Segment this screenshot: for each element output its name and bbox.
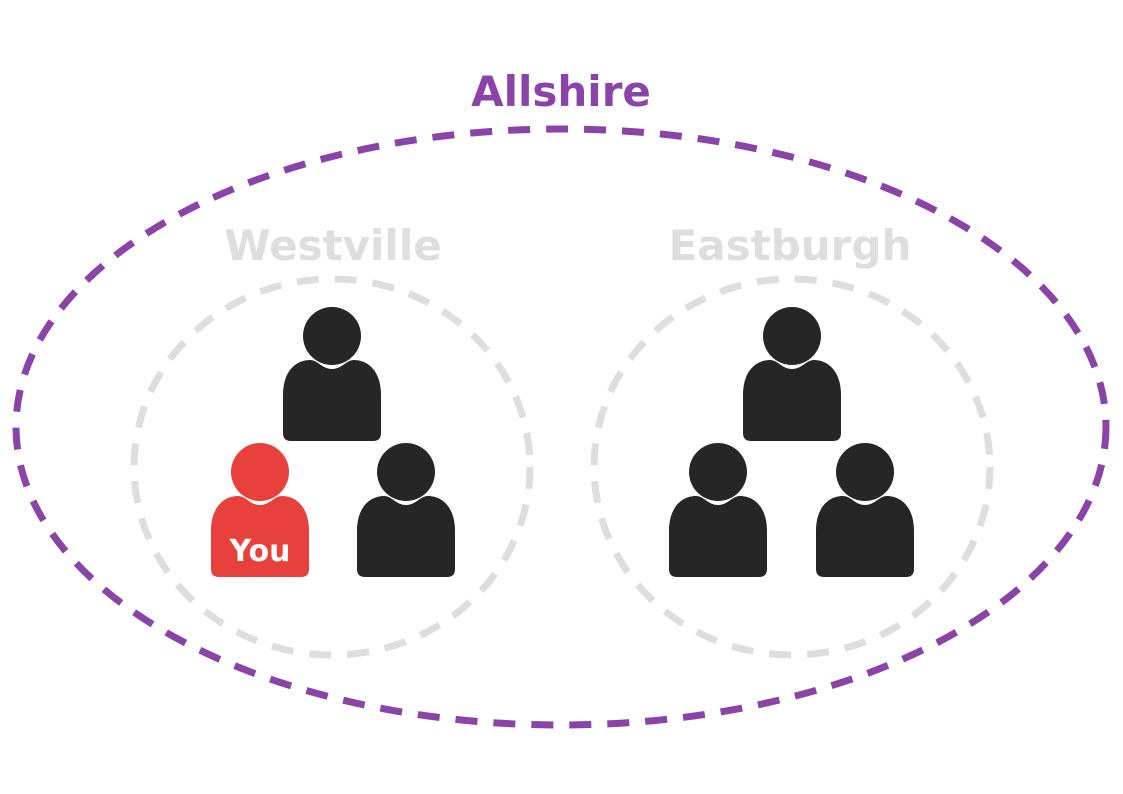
you-label: You	[229, 534, 291, 569]
group-boundary	[130, 275, 534, 659]
person-icon	[283, 307, 381, 441]
group-eastburgh: Eastburgh	[590, 221, 994, 659]
person-icon	[816, 443, 914, 577]
region-allshire: Allshire	[12, 67, 1110, 729]
group-label-westville: Westville	[224, 221, 441, 270]
person-icon	[743, 307, 841, 441]
person-icon	[357, 443, 455, 577]
person-icon-you: You	[211, 443, 309, 577]
region-boundary	[12, 125, 1110, 729]
person-icon	[669, 443, 767, 577]
region-label: Allshire	[471, 67, 651, 116]
group-label-eastburgh: Eastburgh	[669, 221, 912, 270]
group-boundary	[590, 275, 994, 659]
group-westville: Westville You	[130, 221, 534, 659]
